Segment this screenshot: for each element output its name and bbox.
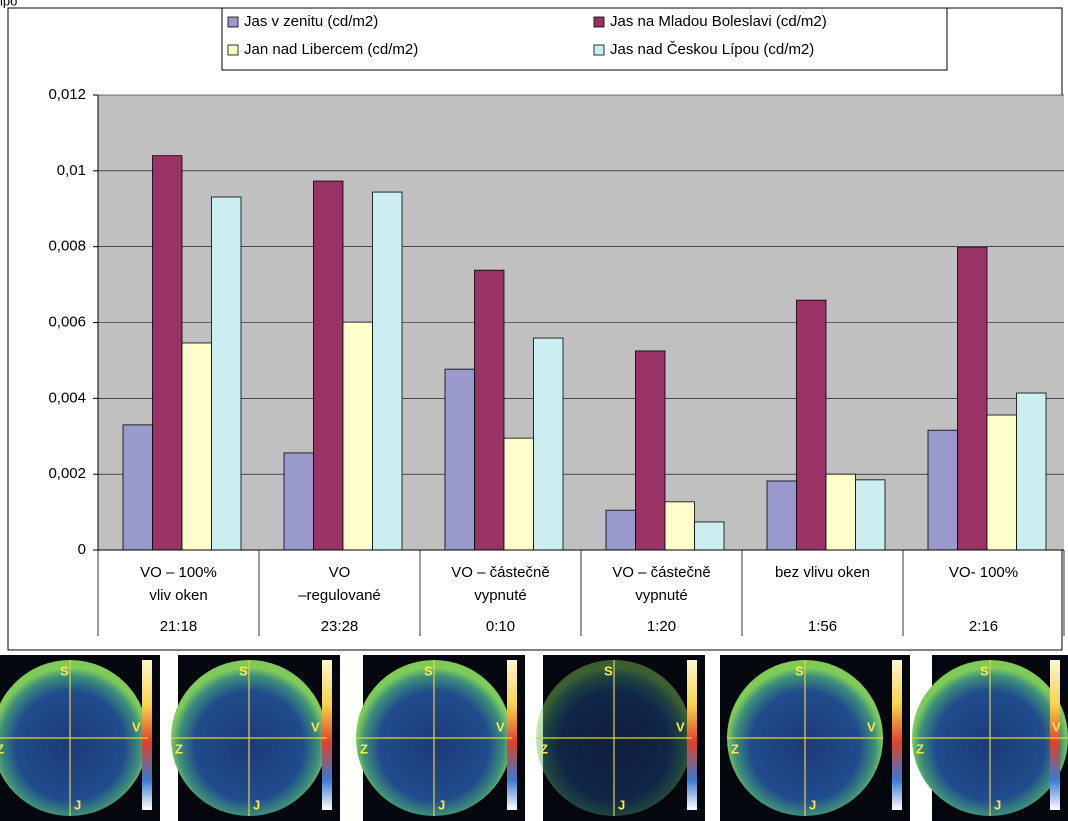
- sky-photo: S J Z V: [720, 655, 910, 821]
- bar: [606, 510, 636, 550]
- chart: 0 0,002 0,004 0,006 0,008 0,01 0,012 VO – 100% v…: [48, 13, 1064, 636]
- x-tick-label: vypnuté: [635, 587, 688, 604]
- bar: [826, 474, 856, 550]
- x-tick-label: VO- 100%: [949, 564, 1018, 581]
- bar: [343, 322, 373, 550]
- time-label: 1:20: [647, 618, 676, 635]
- bar: [504, 438, 534, 550]
- bar: [534, 338, 564, 550]
- page: ipo 0 0,002 0,004 0,006 0,008 0,01 0,012 VO – 1…: [0, 0, 1068, 821]
- bar: [153, 156, 183, 550]
- legend-label: Jas nad Českou Lípou (cd/m2): [610, 41, 814, 58]
- y-tick-label: 0,002: [48, 465, 86, 482]
- header-fragment: ipo: [0, 0, 17, 8]
- time-label: 21:18: [160, 618, 198, 635]
- legend-swatch: [594, 17, 604, 27]
- y-tick-label: 0,01: [57, 162, 86, 179]
- compass-label: S: [604, 663, 613, 678]
- color-scale: [142, 660, 152, 810]
- legend-swatch: [228, 45, 238, 55]
- compass-label: V: [132, 719, 141, 734]
- compass-label: Z: [175, 741, 183, 756]
- compass-label: J: [74, 797, 81, 812]
- compass-label: J: [618, 797, 625, 812]
- sky-photo: S J Z V: [356, 655, 525, 821]
- x-tick-label: VO – částečně: [612, 564, 710, 581]
- compass-label: J: [253, 797, 260, 812]
- compass-label: J: [438, 797, 445, 812]
- bar: [797, 300, 827, 550]
- compass-label: V: [1052, 719, 1061, 734]
- legend-label: Jan nad Libercem (cd/m2): [244, 41, 418, 58]
- bar: [958, 247, 988, 550]
- color-scale: [687, 660, 697, 810]
- legend-swatch: [594, 45, 604, 55]
- time-label: 2:16: [969, 618, 998, 635]
- bar: [212, 197, 242, 550]
- y-tick-label: 0,004: [48, 389, 86, 406]
- bar: [665, 502, 695, 550]
- compass-label: S: [980, 663, 989, 678]
- legend-label: Jas na Mladou Boleslavi (cd/m2): [610, 13, 827, 30]
- bar: [695, 522, 725, 550]
- bar: [475, 270, 505, 550]
- x-tick-label: –regulované: [298, 587, 381, 604]
- compass-label: S: [424, 663, 433, 678]
- legend-swatch: [228, 17, 238, 27]
- compass-label: Z: [731, 741, 739, 756]
- sky-photo: S J Z V: [171, 655, 340, 821]
- bar: [123, 425, 153, 550]
- bar: [182, 343, 212, 550]
- compass-label: V: [496, 719, 505, 734]
- bar: [373, 192, 403, 550]
- y-tick-label: 0,012: [48, 86, 86, 103]
- sky-images: S J Z V S J Z V S J Z V S J Z V S J Z V S J Z V: [0, 655, 1068, 821]
- bar: [987, 415, 1017, 550]
- bar: [314, 181, 344, 550]
- bar: [284, 453, 314, 550]
- compass-label: S: [795, 663, 804, 678]
- x-tick-label: VO: [329, 564, 351, 581]
- color-scale: [507, 660, 517, 810]
- compass-label: J: [994, 797, 1001, 812]
- compass-label: V: [867, 719, 876, 734]
- color-scale: [892, 660, 902, 810]
- compass-label: V: [676, 719, 685, 734]
- color-scale: [322, 660, 332, 810]
- x-tick-label: VO – částečně: [451, 564, 549, 581]
- x-tick-label: VO – 100%: [140, 564, 217, 581]
- compass-label: J: [809, 797, 816, 812]
- bar: [445, 369, 475, 550]
- compass-label: Z: [0, 741, 4, 756]
- y-tick-label: 0,006: [48, 313, 86, 330]
- compass-label: Z: [540, 741, 548, 756]
- y-tick-label: 0: [78, 541, 86, 558]
- time-label: 1:56: [808, 618, 837, 635]
- legend-label: Jas v zenitu (cd/m2): [244, 13, 378, 30]
- color-scale: [1050, 660, 1060, 810]
- bar: [856, 480, 886, 550]
- bar: [1017, 393, 1047, 550]
- sky-photo: S J Z V: [536, 655, 705, 821]
- y-tick-label: 0,008: [48, 238, 86, 255]
- compass-label: S: [239, 663, 248, 678]
- compass-label: V: [311, 719, 320, 734]
- x-tick-label: vliv oken: [149, 587, 207, 604]
- x-tick-label: vypnuté: [474, 587, 527, 604]
- compass-label: S: [60, 663, 69, 678]
- bar: [767, 481, 797, 550]
- x-tick-label: bez vlivu oken: [775, 564, 870, 581]
- compass-label: Z: [360, 741, 368, 756]
- sky-photo: S J Z V: [0, 655, 160, 821]
- compass-label: Z: [916, 741, 924, 756]
- bar: [928, 430, 958, 550]
- time-label: 0:10: [486, 618, 515, 635]
- bar: [636, 351, 666, 550]
- sky-photo: S J Z V: [912, 655, 1068, 821]
- time-label: 23:28: [321, 618, 359, 635]
